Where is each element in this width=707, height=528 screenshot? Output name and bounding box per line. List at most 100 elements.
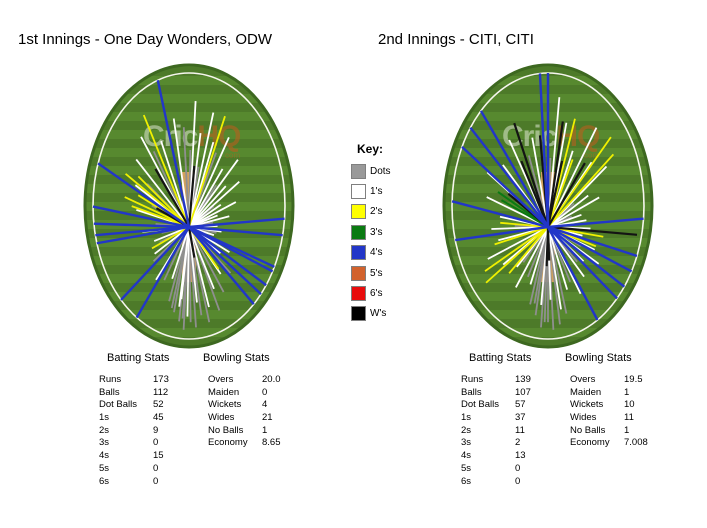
stat-label: 2s	[99, 424, 110, 436]
stat-label: Dot Balls	[461, 399, 500, 411]
stat-label: Maiden	[570, 386, 602, 398]
stat-value: 57	[515, 399, 526, 411]
batting-stats-rows: Runs 139 Balls 107 Dot Balls 57 1s 37 2s 11 3s 2 4s 1…	[461, 374, 531, 488]
shot-line	[547, 97, 561, 228]
stat-label: Overs	[208, 374, 234, 385]
stat-value: 173	[153, 374, 169, 385]
stat-row: 5s 0	[99, 463, 169, 476]
shot-line	[188, 115, 226, 228]
stat-value: 11	[624, 412, 634, 424]
stat-value: 13	[515, 450, 526, 462]
bowling-stats-innings1: Bowling Stats Overs 20.0 Maiden 0 Wickets 4 Wi…	[203, 352, 281, 450]
stat-row: Wides 11	[570, 412, 634, 425]
legend-item: 3's	[351, 222, 391, 242]
batting-stats-title: Batting Stats	[107, 352, 170, 364]
stat-row: 2s 11	[461, 425, 531, 438]
shot-line	[500, 221, 549, 228]
stat-row: 6s 0	[461, 476, 531, 489]
shot-line	[154, 168, 190, 228]
crichq-watermark-sub: com	[584, 151, 599, 160]
stat-row: Economy 7.008	[570, 437, 648, 450]
shot-line	[188, 225, 274, 273]
stat-value: 37	[515, 412, 526, 424]
stat-row: Balls 107	[461, 387, 531, 400]
stat-value: 0	[515, 462, 521, 474]
shot-line	[188, 215, 230, 228]
stat-label: Wickets	[208, 399, 242, 411]
stat-row: 3s 2	[461, 437, 531, 450]
legend-item: Dots	[351, 161, 391, 181]
shot-line	[461, 145, 549, 228]
shot-line	[547, 225, 638, 258]
shot-line	[187, 165, 196, 228]
shot-line	[188, 226, 262, 295]
stat-value: 0	[515, 475, 521, 487]
shot-line	[142, 114, 190, 228]
stat-label: 4s	[99, 450, 110, 462]
shot-line	[547, 127, 598, 228]
shot-line	[547, 225, 638, 236]
legend-item-label: 4's	[370, 247, 383, 259]
stat-value: 139	[515, 374, 531, 385]
legend-title: Key:	[357, 142, 384, 156]
shot-line	[188, 112, 215, 228]
shot-line	[484, 226, 549, 272]
stat-row: 1s 37	[461, 412, 531, 425]
shot-line	[125, 173, 190, 228]
crichq-watermark-sub: com	[225, 151, 240, 160]
shot-line	[533, 226, 549, 304]
batting-stats-title: Batting Stats	[469, 352, 532, 364]
shot-line	[151, 226, 190, 250]
legend-item: 4's	[351, 243, 391, 263]
field-rim	[442, 63, 654, 349]
stat-row: Balls 112	[99, 387, 169, 400]
legend-swatch-icon	[351, 265, 366, 281]
bowling-stats-innings2: Bowling Stats Overs 19.5 Maiden 1 Wickets 10 W…	[565, 352, 648, 450]
crichq-watermark: CricHQ	[502, 120, 600, 153]
shot-line	[515, 226, 549, 288]
shot-line	[508, 226, 549, 274]
shot-line	[180, 226, 190, 300]
boundary-rope	[92, 72, 286, 340]
shot-line	[500, 199, 549, 228]
stat-value: 8.65	[262, 437, 281, 449]
stat-label: Overs	[570, 374, 596, 385]
stat-row: Runs 139	[461, 374, 531, 387]
shot-line	[494, 226, 549, 246]
stat-value: 21	[262, 412, 273, 424]
legend-item: 6's	[351, 283, 391, 303]
stat-row: Overs 19.5	[570, 374, 643, 387]
stat-row: Wides 21	[208, 412, 273, 425]
shot-line	[188, 181, 240, 228]
shot-line	[547, 226, 585, 278]
batting-stats-innings2: Batting Stats Runs 139 Balls 107 Dot Balls 57…	[461, 352, 531, 488]
shot-line	[188, 226, 255, 305]
stat-label: No Balls	[570, 424, 606, 436]
stat-value: 0	[262, 386, 268, 398]
stat-row: 2s 9	[99, 425, 169, 438]
stat-value: 0	[153, 462, 159, 474]
shot-line	[529, 226, 549, 285]
shot-line	[547, 162, 586, 228]
stat-row: No Balls 1	[570, 425, 632, 438]
shot-line	[547, 226, 618, 300]
bowling-stats-rows: Overs 19.5 Maiden 1 Wickets 10 Wides 11 No Balls…	[570, 374, 648, 450]
shot-line	[547, 226, 562, 310]
legend-item-label: Dots	[370, 165, 391, 177]
shot-line	[92, 205, 190, 229]
stat-value: 107	[515, 386, 531, 398]
shot-line	[93, 222, 190, 229]
stat-label: Wickets	[570, 399, 604, 411]
shot-line	[485, 226, 549, 284]
shot-line	[451, 200, 549, 229]
stat-row: No Balls 1	[208, 425, 270, 438]
shot-line	[171, 226, 190, 280]
stat-row: 6s 0	[99, 476, 169, 489]
shot-line	[156, 79, 191, 228]
shot-line	[469, 126, 549, 228]
stat-value: 20.0	[262, 374, 281, 385]
stat-row: Maiden 1	[570, 387, 632, 400]
stat-value: 19.5	[624, 374, 643, 385]
